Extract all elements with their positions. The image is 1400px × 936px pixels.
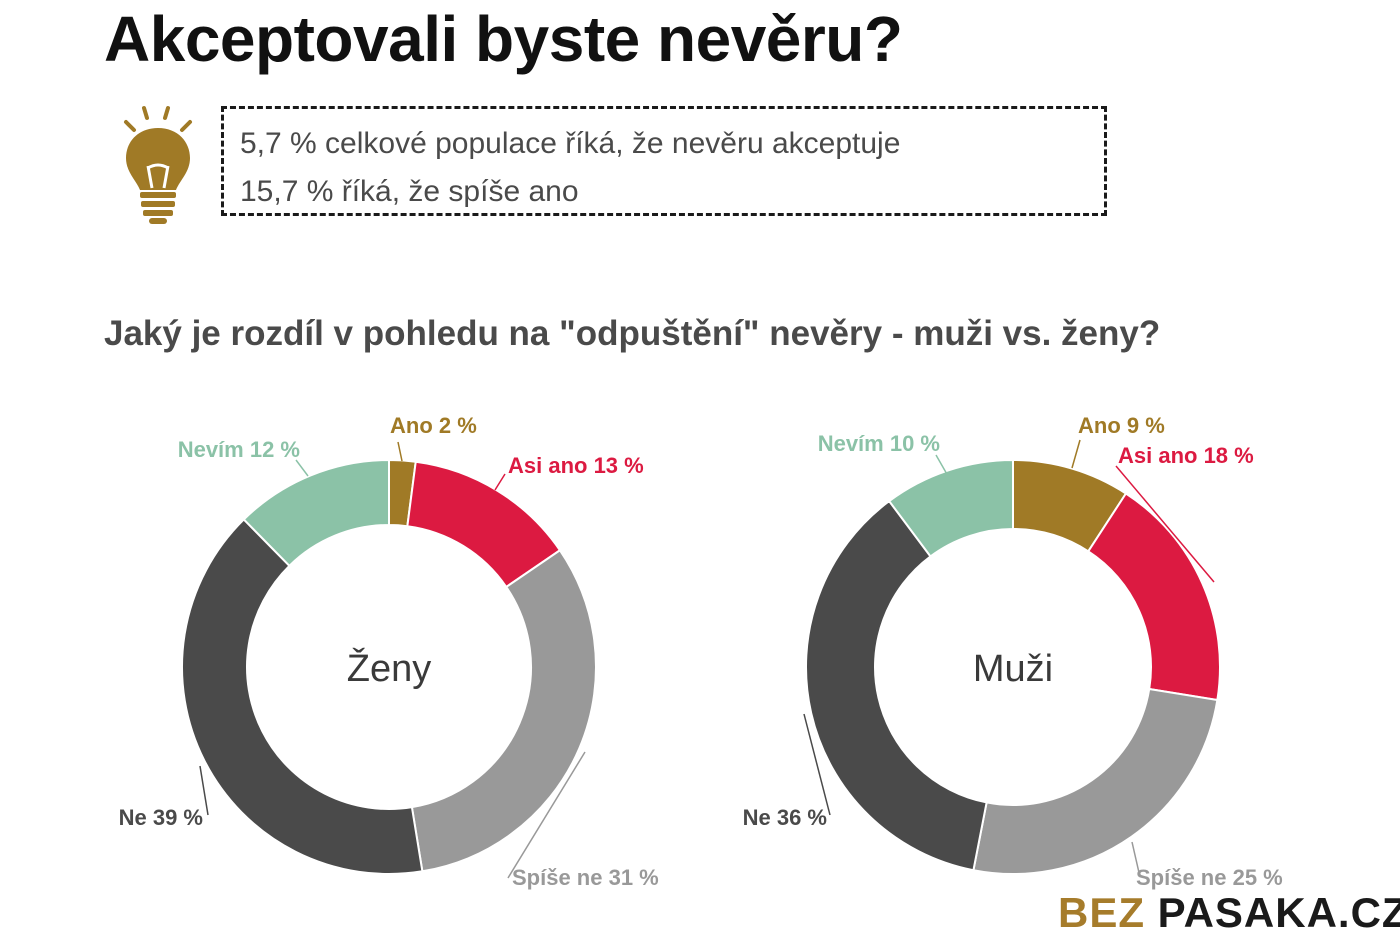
brand-part-1: BEZ <box>1058 889 1158 936</box>
slice-label-asi-ano: Asi ano 13 % <box>508 453 644 478</box>
slice-asi-ano <box>1086 492 1221 702</box>
leader-line-asi-ano <box>1115 465 1215 583</box>
slice-label-nevim: Nevím 12 % <box>178 437 300 462</box>
leader-line-spise-ne <box>1131 841 1141 878</box>
slice-nevim <box>242 458 390 568</box>
brand-logo: BEZ PASAKA.CZ <box>1058 892 1400 934</box>
leader-line-ano <box>1071 439 1081 469</box>
slice-ne <box>805 499 988 872</box>
donut-chart-zeny: Ano 2 % Asi ano 13 % Spíše ne 31 % Ne 39 % N… <box>119 413 659 890</box>
slice-label-ano: Ano 2 % <box>390 413 477 438</box>
slice-spise-ne <box>972 687 1219 875</box>
leader-line-ne <box>803 713 831 816</box>
slice-label-spise-ne: Spíše ne 25 % <box>1136 865 1283 890</box>
leader-line-spise-ne <box>507 751 586 879</box>
leader-line-nevim <box>295 459 309 477</box>
leader-line-asi-ano <box>494 473 506 491</box>
donut-center-label: Ženy <box>347 647 431 690</box>
slice-label-ne: Ne 36 % <box>743 805 827 830</box>
chart-subtitle: Jaký je rozdíl v pohledu na "odpuštění" … <box>104 314 1161 353</box>
donut-chart-muzi: Ano 9 % Asi ano 18 % Spíše ne 25 % Ne 36 % N… <box>743 413 1283 890</box>
leader-line-ne <box>199 765 209 816</box>
slice-label-ano: Ano 9 % <box>1078 413 1165 438</box>
info-line-rather-yes: 15,7 % říká, že spíše ano <box>240 175 579 208</box>
lightbulb-icon <box>124 106 192 224</box>
slice-ne <box>181 518 424 875</box>
donut-center-label: Muži <box>973 648 1053 690</box>
slice-label-nevim: Nevím 10 % <box>818 431 940 456</box>
info-box: 5,7 % celkové populace říká, že nevěru a… <box>221 106 1107 216</box>
slice-label-spise-ne: Spíše ne 31 % <box>512 865 659 890</box>
leader-line-ano <box>397 441 403 462</box>
slice-nevim <box>887 458 1014 558</box>
brand-part-2: PASAKA.CZ <box>1157 889 1400 936</box>
info-line-total-accept: 5,7 % celkové populace říká, že nevěru a… <box>240 127 901 160</box>
slice-spise-ne <box>410 548 597 873</box>
slice-label-ne: Ne 39 % <box>119 805 203 830</box>
page-title: Akceptovali byste nevěru? <box>104 3 903 75</box>
leader-line-nevim <box>935 454 949 477</box>
slice-label-asi-ano: Asi ano 18 % <box>1118 443 1254 468</box>
